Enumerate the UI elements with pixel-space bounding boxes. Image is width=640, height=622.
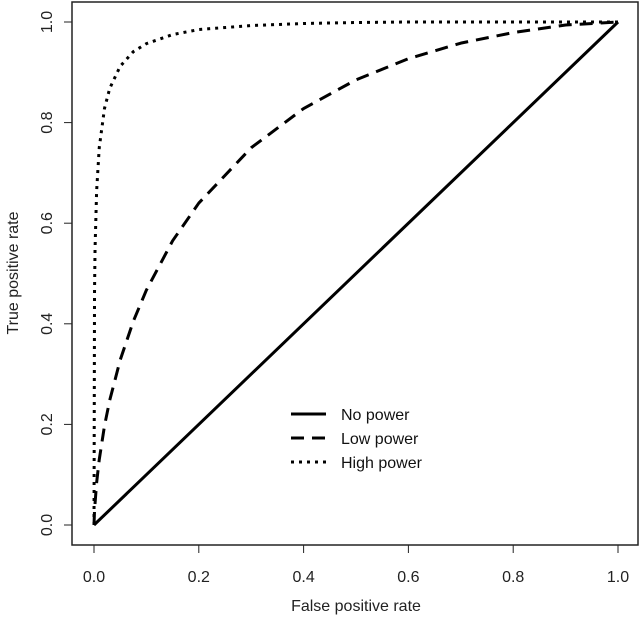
y-tick-label: 0.4: [39, 313, 56, 335]
y-tick-label: 0.8: [39, 111, 56, 133]
y-tick-label: 1.0: [39, 11, 56, 33]
x-axis-title: False positive rate: [291, 598, 421, 615]
x-tick-label: 1.0: [607, 569, 629, 586]
legend-label: No power: [341, 407, 410, 424]
series-lines: [92, 20, 620, 527]
y-tick-label: 0.2: [39, 413, 56, 435]
series-line-no-power: [92, 20, 620, 527]
y-tick-label: 0.6: [39, 212, 56, 234]
x-tick-label: 0.0: [83, 569, 105, 586]
legend-label: High power: [341, 455, 423, 472]
y-axis-title: True positive rate: [5, 211, 22, 334]
x-axis: 0.0 0.2 0.4 0.6 0.8 1.0: [83, 544, 629, 586]
legend: No power Low power High power: [291, 407, 423, 472]
series-line-high-power: [92, 20, 618, 526]
x-tick-label: 0.2: [188, 569, 210, 586]
legend-label: Low power: [341, 431, 419, 448]
series-line-low-power: [92, 20, 619, 526]
x-tick-label: 0.4: [292, 569, 314, 586]
y-tick-label: 0.0: [39, 514, 56, 536]
y-axis: 0.0 0.2 0.4 0.6 0.8 1.0: [39, 11, 73, 536]
x-tick-label: 0.6: [397, 569, 419, 586]
x-tick-label: 0.8: [502, 569, 524, 586]
